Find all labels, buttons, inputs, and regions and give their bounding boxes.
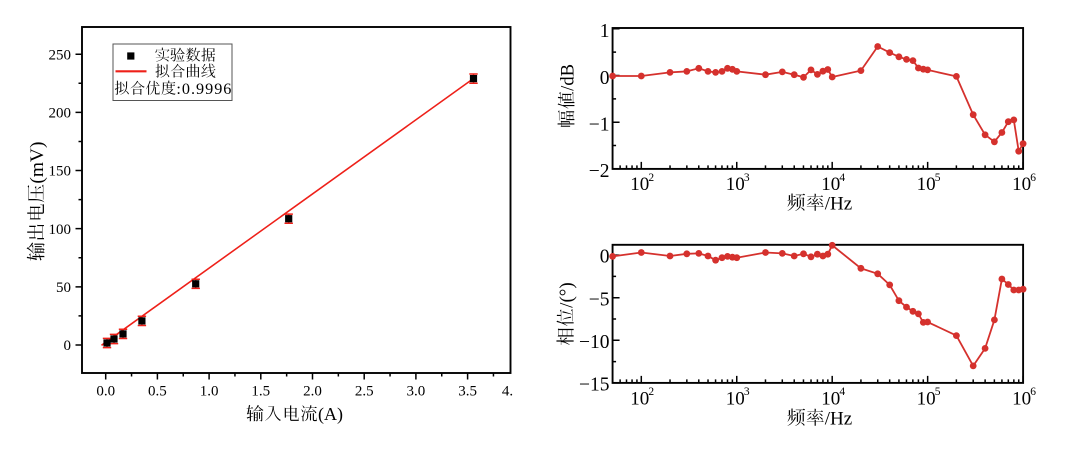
svg-text:−15: −15 [579,375,610,396]
svg-text:0: 0 [600,247,610,268]
svg-text:10: 10 [1012,388,1031,409]
svg-text:/dB: /dB [557,64,578,91]
svg-text:/Hz: /Hz [825,194,852,215]
svg-text:−5: −5 [589,289,610,310]
svg-text:1: 1 [600,21,610,42]
svg-text:2.5: 2.5 [355,383,374,399]
svg-text:3: 3 [744,386,750,398]
svg-text:10: 10 [630,388,649,409]
svg-text:2: 2 [648,386,654,398]
svg-text:0: 0 [600,68,610,89]
svg-text:10: 10 [821,388,840,409]
svg-text:200: 200 [49,106,72,122]
svg-text:−10: −10 [579,332,610,353]
svg-text:150: 150 [49,164,72,180]
svg-text:10: 10 [726,174,745,195]
svg-text::0.9996: :0.9996 [176,80,232,98]
svg-text:100: 100 [49,222,72,238]
svg-text:4.: 4. [502,383,513,399]
svg-text:1.0: 1.0 [200,383,219,399]
svg-text:0: 0 [64,338,72,354]
svg-text:4: 4 [839,386,845,398]
svg-text:3.5: 3.5 [458,383,477,399]
svg-text:−1: −1 [589,115,610,136]
svg-text:10: 10 [630,174,649,195]
svg-text:10: 10 [917,388,936,409]
svg-text:250: 250 [49,47,72,63]
svg-text:1.5: 1.5 [251,383,270,399]
svg-text:−2: −2 [589,161,610,182]
svg-text:10: 10 [1012,174,1031,195]
svg-text:6: 6 [1030,386,1036,398]
svg-text:50: 50 [56,280,71,296]
svg-text:5: 5 [935,172,941,184]
svg-text:2: 2 [648,172,654,184]
svg-text:/(°): /(°) [557,282,578,308]
svg-text:0.0: 0.0 [96,383,115,399]
svg-text:4: 4 [839,172,845,184]
svg-text:/Hz: /Hz [825,409,852,430]
svg-text:2.0: 2.0 [303,383,322,399]
svg-text:6: 6 [1030,172,1036,184]
svg-text:10: 10 [726,388,745,409]
svg-text:5: 5 [935,386,941,398]
svg-text:3.0: 3.0 [407,383,426,399]
svg-text:10: 10 [917,174,936,195]
svg-text:10: 10 [821,174,840,195]
svg-text:0.5: 0.5 [148,383,167,399]
svg-text:(A): (A) [318,404,343,425]
svg-text:(mV): (mV) [27,142,48,184]
svg-text:3: 3 [744,172,750,184]
